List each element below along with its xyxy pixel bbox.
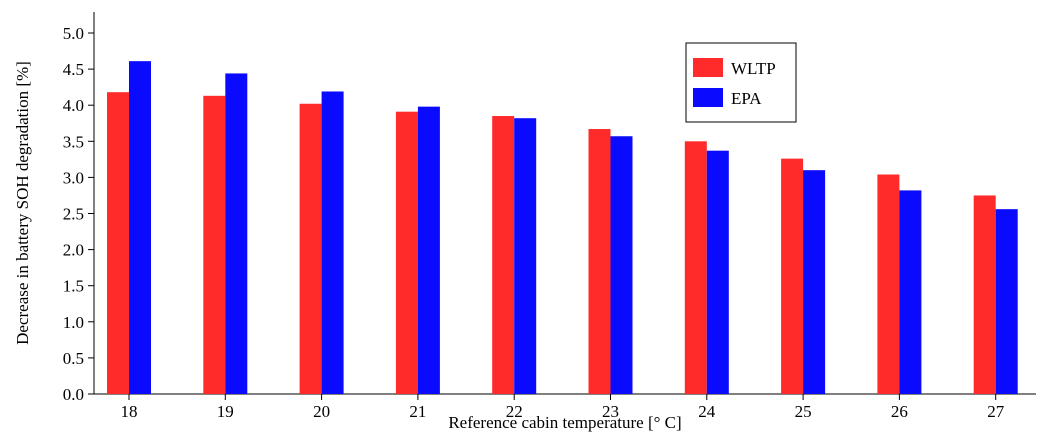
bar-wltp-25 <box>781 158 804 394</box>
bar-epa-20 <box>321 91 344 395</box>
legend-label-epa: EPA <box>731 89 762 108</box>
y-tick-label: 3.5 <box>63 132 84 151</box>
legend-swatch-wltp <box>693 58 723 77</box>
x-ticks: 18 19 20 21 22 23 24 25 26 27 <box>121 394 1005 421</box>
bars <box>107 61 1018 395</box>
y-tick-label: 5.0 <box>63 24 84 43</box>
bar-wltp-22 <box>492 116 515 394</box>
bar-epa-23 <box>610 136 633 394</box>
y-axis-title: Decrease in battery SOH degradation [%] <box>13 61 32 345</box>
x-tick-label: 23 <box>602 402 619 421</box>
bar-epa-22 <box>514 118 537 395</box>
bar-wltp-24 <box>684 141 707 394</box>
y-tick-label: 2.0 <box>63 241 84 260</box>
bar-epa-24 <box>706 150 729 394</box>
y-tick-label: 4.5 <box>63 60 84 79</box>
legend-swatch-epa <box>693 88 723 107</box>
y-tick-label: 0.0 <box>63 385 84 404</box>
x-tick-label: 21 <box>409 402 426 421</box>
bar-epa-21 <box>417 106 440 395</box>
y-tick-label: 0.5 <box>63 349 84 368</box>
legend-label-wltp: WLTP <box>731 59 776 78</box>
bar-epa-25 <box>803 170 826 394</box>
bar-epa-18 <box>129 61 151 395</box>
x-tick-label: 19 <box>217 402 234 421</box>
y-ticks: 0.0 0.5 1.0 1.5 2.0 2.5 3.0 3.5 4.0 4.5 5.0 <box>63 24 94 404</box>
y-tick-label: 4.0 <box>63 96 84 115</box>
bar-wltp-27 <box>973 195 996 394</box>
bar-epa-27 <box>995 209 1018 394</box>
y-tick-label: 1.5 <box>63 277 84 296</box>
x-tick-label: 26 <box>891 402 908 421</box>
x-tick-label: 27 <box>987 402 1005 421</box>
x-tick-label: 25 <box>795 402 812 421</box>
bar-wltp-20 <box>299 103 322 395</box>
x-tick-label: 20 <box>313 402 330 421</box>
x-axis-title: Reference cabin temperature [° C] <box>448 413 681 432</box>
legend-frame <box>685 42 797 123</box>
x-tick-label: 18 <box>121 402 138 421</box>
y-tick-label: 1.0 <box>63 313 84 332</box>
bar-epa-19 <box>225 73 248 394</box>
legend: WLTP EPA <box>685 42 797 123</box>
x-tick-label: 22 <box>506 402 523 421</box>
y-tick-label: 2.5 <box>63 205 84 224</box>
bar-epa-26 <box>899 190 922 394</box>
bar-wltp-19 <box>203 95 226 395</box>
bar-wltp-23 <box>588 129 611 394</box>
bar-wltp-21 <box>395 111 418 394</box>
y-tick-label: 3.0 <box>63 168 84 187</box>
x-tick-label: 24 <box>698 402 716 421</box>
bar-wltp-18 <box>107 92 129 394</box>
bar-wltp-26 <box>877 174 900 394</box>
